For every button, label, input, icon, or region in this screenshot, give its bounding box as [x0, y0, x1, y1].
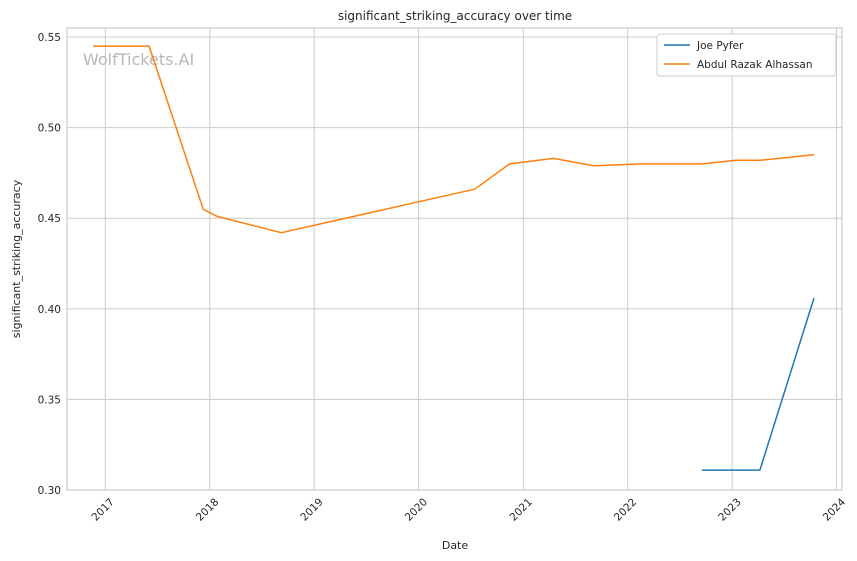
y-axis-label: significant_striking_accuracy — [10, 179, 23, 338]
x-tick-label: 2020 — [403, 496, 430, 523]
x-tick-label: 2022 — [612, 496, 639, 523]
legend: Joe Pyfer Abdul Razak Alhassan — [656, 33, 837, 77]
series-line — [701, 297, 815, 471]
plot-frame — [66, 27, 843, 491]
series-layer — [93, 45, 815, 471]
chart-title: significant_striking_accuracy over time — [338, 9, 572, 23]
watermark-text: WolfTickets.AI — [83, 50, 194, 69]
y-tick-label: 0.30 — [38, 485, 61, 497]
tick-labels: 0.30 0.35 0.40 0.45 0.50 0.55 2017 2018 2019 2020… — [38, 32, 849, 524]
x-axis-label: Date — [442, 539, 469, 552]
legend-box — [656, 33, 837, 77]
x-tick-label: 2023 — [716, 496, 743, 523]
y-tick-label: 0.50 — [38, 123, 61, 135]
x-tick-label: 2018 — [194, 496, 221, 523]
y-tick-label: 0.40 — [38, 304, 61, 316]
x-tick-label: 2021 — [507, 496, 534, 523]
x-tick-label: 2024 — [821, 496, 849, 524]
y-tick-label: 0.55 — [38, 32, 61, 44]
y-tick-label: 0.45 — [38, 213, 61, 225]
x-tick-label: 2019 — [298, 496, 325, 523]
series-line — [93, 45, 815, 234]
y-tick-label: 0.35 — [38, 394, 61, 406]
legend-label: Joe Pyfer — [696, 40, 744, 52]
grid — [67, 28, 842, 491]
legend-label: Abdul Razak Alhassan — [697, 59, 813, 71]
x-tick-label: 2017 — [90, 496, 117, 523]
